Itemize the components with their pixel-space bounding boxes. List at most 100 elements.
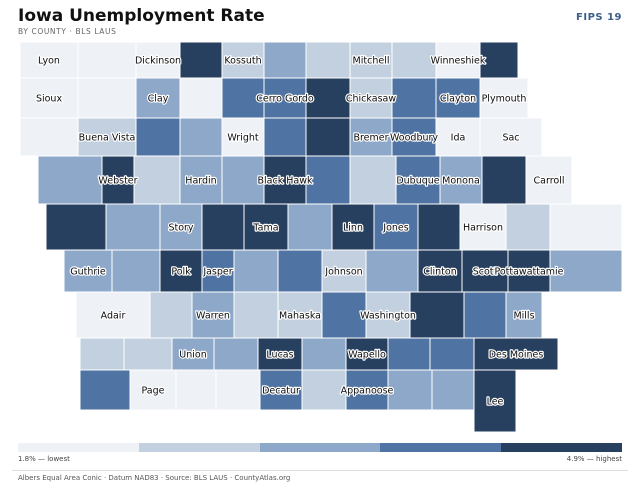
county-label-adair: Adair	[101, 311, 126, 322]
county-clarke	[213, 337, 259, 371]
county-label-pottawattamie: Pottawattamie	[494, 267, 563, 278]
county-label-plymouth: Plymouth	[482, 94, 527, 105]
county-label-clay: Clay	[148, 94, 169, 105]
county-marshall	[201, 203, 245, 251]
county-label-des-moines: Des Moines	[489, 350, 544, 361]
county-label-wright: Wright	[227, 133, 259, 144]
county-label-wapello: Wapello	[348, 350, 386, 361]
county-louisa	[463, 291, 507, 339]
county-label-page: Page	[142, 386, 165, 397]
county-label-monona: Monona	[442, 176, 480, 187]
county-poweshiek	[233, 249, 279, 293]
county-label-polk: Polk	[171, 267, 191, 278]
county-humboldt	[179, 117, 223, 157]
county-cherokee	[19, 117, 79, 157]
county-label-scott: Scott	[473, 267, 498, 278]
county-winnebago	[263, 41, 307, 79]
county-howard	[391, 41, 437, 79]
county-label-clinton: Clinton	[423, 267, 457, 278]
county-label-black-hawk: Black Hawk	[258, 176, 313, 187]
footer-divider	[12, 470, 628, 471]
legend-swatch-1	[18, 443, 139, 452]
county-label-mitchell: Mitchell	[353, 56, 390, 67]
county-label-washington: Washington	[360, 311, 416, 322]
county-des-moines	[473, 337, 559, 371]
county-cedar	[365, 249, 419, 293]
county-palo-alto	[179, 77, 223, 119]
county-o-brien	[77, 77, 137, 119]
iowa-county-map: Lyon Dickinson Kossuth Mitchell Winneshiek Si…	[19, 41, 623, 433]
map-subtitle: BY COUNTY · BLS LAUS	[18, 27, 117, 36]
county-label-union: Union	[179, 350, 206, 361]
county-iowa	[277, 249, 323, 293]
legend-high-label: 4.9% — highest	[566, 455, 622, 463]
county-label-dubuque: Dubuque	[396, 176, 439, 187]
county-lee	[473, 369, 517, 433]
county-label-story: Story	[168, 223, 193, 234]
county-van-buren	[431, 369, 475, 411]
county-audubon	[549, 203, 623, 251]
county-label-tama: Tama	[252, 223, 278, 234]
county-wayne	[301, 369, 347, 411]
county-label-linn: Linn	[343, 223, 363, 234]
county-label-jasper: Jasper	[202, 267, 232, 278]
county-label-lyon: Lyon	[38, 56, 60, 67]
map-footer: Albers Equal Area Conic · Datum NAD83 · …	[18, 474, 291, 482]
county-osceola	[77, 41, 137, 79]
county-label-warren: Warren	[196, 311, 230, 322]
county-davis	[387, 369, 433, 411]
legend-low-label: 1.8% — lowest	[18, 455, 70, 463]
county-label-ida: Ida	[451, 133, 466, 144]
county-franklin	[263, 117, 307, 157]
county-label-sioux: Sioux	[36, 94, 63, 105]
county-label-guthrie: Guthrie	[70, 267, 106, 278]
county-marion	[233, 291, 279, 339]
map-title: Iowa Unemployment Rate	[18, 6, 265, 26]
county-jackson	[417, 203, 461, 251]
county-cass	[549, 249, 623, 293]
county-buchanan	[305, 155, 351, 205]
county-label-winneshiek: Winneshiek	[431, 56, 486, 67]
county-layer	[19, 41, 623, 433]
county-henry	[429, 337, 475, 371]
county-label-lee: Lee	[487, 397, 504, 408]
county-taylor	[175, 369, 217, 411]
county-label-woodbury: Woodbury	[390, 133, 438, 144]
county-label-cerro-gordo: Cerro Gordo	[256, 94, 314, 105]
county-label-lucas: Lucas	[266, 350, 293, 361]
county-dallas	[111, 249, 161, 293]
county-fayette	[391, 77, 437, 119]
county-greene	[45, 203, 107, 251]
county-label-sac: Sac	[502, 133, 519, 144]
county-label-dickinson: Dickinson	[135, 56, 181, 67]
county-calhoun	[37, 155, 103, 205]
county-jefferson	[387, 337, 431, 371]
county-benton	[287, 203, 333, 251]
county-muscatine	[409, 291, 465, 339]
county-label-kossuth: Kossuth	[224, 56, 261, 67]
county-montgomery	[79, 337, 125, 371]
county-label-bremer: Bremer	[353, 133, 388, 144]
county-pocahontas	[135, 117, 181, 157]
county-butler	[305, 117, 351, 157]
legend-bar	[18, 443, 622, 452]
legend-swatch-2	[138, 443, 260, 452]
county-madison	[149, 291, 193, 339]
county-label-chickasaw: Chickasaw	[346, 94, 396, 105]
county-emmet	[179, 41, 223, 79]
county-label-appanoose: Appanoose	[341, 386, 394, 397]
county-label-mahaska: Mahaska	[279, 311, 321, 322]
fips-code: FIPS 19	[576, 12, 622, 23]
county-label-webster: Webster	[98, 176, 137, 187]
legend-swatch-4	[380, 443, 502, 452]
county-delaware	[349, 155, 397, 205]
county-label-layer: Lyon Dickinson Kossuth Mitchell Winneshiek Si…	[35, 54, 566, 408]
county-fremont	[79, 369, 131, 411]
county-hamilton	[133, 155, 181, 205]
county-adams	[123, 337, 173, 371]
legend-swatch-5	[501, 443, 622, 452]
county-label-clayton: Clayton	[440, 94, 476, 105]
county-label-mills: Mills	[513, 311, 534, 322]
legend-swatch-3	[259, 443, 381, 452]
county-label-harrison: Harrison	[463, 223, 503, 234]
